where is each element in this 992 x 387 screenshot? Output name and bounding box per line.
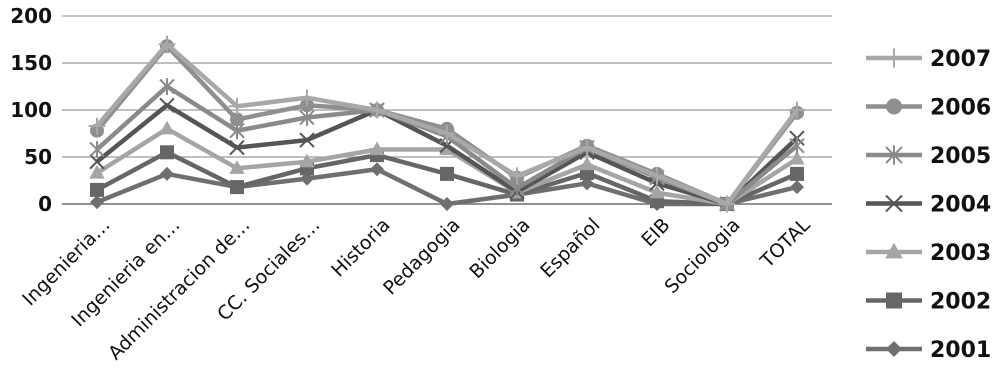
x-tick-label: Pedagogia	[379, 214, 464, 299]
data-point	[578, 139, 596, 156]
series-group	[88, 35, 806, 213]
legend-label: 2005	[930, 144, 991, 169]
data-point	[159, 97, 175, 114]
data-point	[158, 35, 176, 53]
legend-marker	[884, 48, 904, 68]
data-point	[440, 166, 454, 181]
legend-marker	[885, 194, 903, 213]
data-point	[159, 120, 175, 135]
data-point	[790, 180, 804, 195]
x-tick-label: Biologia	[465, 214, 534, 283]
x-tick-label: Español	[536, 214, 604, 282]
data-point	[579, 156, 595, 171]
data-point	[228, 97, 246, 115]
x-tick-label: Historia	[327, 214, 394, 281]
y-tick-label: 0	[38, 192, 52, 216]
legend-item-2002: 2002	[866, 290, 991, 315]
data-point	[508, 167, 526, 185]
data-point	[90, 182, 104, 197]
legend: 2007 2006 2005 2004 2003 2002 2001	[866, 47, 991, 363]
legend-label: 2004	[930, 193, 991, 218]
data-point	[89, 153, 105, 170]
data-point	[299, 132, 315, 148]
data-point	[90, 195, 104, 210]
legend-item-2006: 2006	[866, 96, 991, 121]
data-point	[160, 166, 174, 181]
x-tick-label: TOTAL	[756, 214, 815, 273]
data-point	[89, 141, 105, 158]
x-tick-label: Administracion de…	[104, 214, 254, 364]
y-tick-label: 150	[10, 51, 52, 75]
legend-label: 2006	[930, 96, 991, 121]
x-axis-ticks: Ingenieria…Ingenieria en…Administracion …	[18, 214, 815, 365]
data-point	[440, 197, 454, 211]
data-point	[718, 195, 736, 213]
data-point	[159, 78, 175, 95]
legend-marker	[886, 98, 902, 115]
legend-item-2003: 2003	[866, 241, 991, 266]
y-tick-label: 100	[10, 98, 52, 122]
data-point	[229, 160, 245, 174]
data-point	[369, 141, 385, 156]
data-point	[788, 101, 806, 119]
legend-marker	[886, 292, 902, 309]
data-point	[648, 167, 666, 185]
legend-label: 2003	[930, 241, 991, 266]
legend-marker	[886, 341, 902, 357]
data-point	[229, 139, 245, 156]
y-tick-label: 50	[24, 145, 52, 169]
x-tick-label: EIB	[637, 214, 674, 251]
legend-item-2004: 2004	[866, 193, 991, 218]
legend-item-2007: 2007	[866, 47, 991, 72]
legend-label: 2001	[930, 338, 991, 363]
y-tick-label: 200	[10, 4, 52, 28]
data-point	[370, 162, 384, 177]
legend-label: 2007	[930, 47, 991, 72]
data-point	[89, 164, 105, 179]
legend-marker	[885, 242, 903, 259]
legend-item-2001: 2001	[866, 338, 991, 363]
data-point	[230, 180, 244, 195]
data-point	[88, 117, 106, 135]
data-point	[790, 166, 804, 181]
legend-label: 2002	[930, 290, 991, 315]
x-tick-label: Sociologia	[660, 214, 744, 298]
data-point	[160, 145, 174, 160]
data-point	[789, 150, 805, 165]
data-point	[230, 112, 244, 127]
data-point	[368, 101, 386, 119]
legend-marker	[885, 145, 903, 165]
data-point	[438, 125, 456, 142]
series-2007	[88, 35, 806, 213]
y-axis-ticks: 0 50 100 150 200	[10, 4, 52, 216]
data-point	[649, 184, 665, 199]
data-point	[789, 137, 805, 155]
data-point	[299, 153, 315, 168]
legend-item-2005: 2005	[866, 144, 991, 169]
data-point	[298, 89, 316, 107]
